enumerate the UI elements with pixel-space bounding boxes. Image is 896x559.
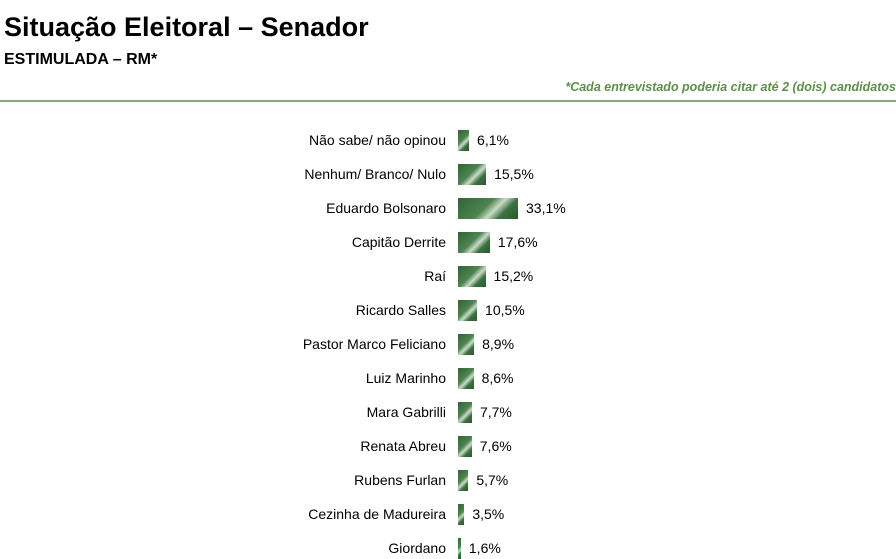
- value-label: 3,5%: [472, 506, 505, 522]
- category-label: Rubens Furlan: [354, 472, 446, 488]
- category-label: Luiz Marinho: [365, 370, 446, 386]
- value-label: 7,6%: [479, 438, 512, 454]
- value-label: 17,6%: [497, 234, 538, 250]
- category-label: Ricardo Salles: [355, 302, 446, 318]
- bar: [458, 197, 518, 219]
- category-label: Capitão Derrite: [351, 234, 446, 250]
- value-label: 15,2%: [493, 268, 534, 284]
- value-label: 6,1%: [477, 132, 509, 148]
- value-label: 5,7%: [476, 472, 509, 488]
- bar: [458, 129, 470, 151]
- value-label: 7,7%: [479, 404, 512, 420]
- value-label: 15,5%: [494, 166, 534, 182]
- header-divider: [0, 100, 896, 102]
- category-label: Mara Gabrilli: [366, 404, 446, 420]
- category-label: Nenhum/ Branco/ Nulo: [304, 166, 446, 182]
- bar: [458, 401, 472, 423]
- bar: [458, 163, 487, 185]
- bar: [458, 469, 469, 491]
- value-label: 10,5%: [485, 302, 525, 318]
- bar: [458, 265, 486, 287]
- category-label: Eduardo Bolsonaro: [326, 200, 446, 216]
- value-label: 1,6%: [468, 540, 501, 556]
- bar-chart: Não sabe/ não opinou 6,1% Nenhum/ Branco/ …: [0, 120, 896, 559]
- bar: [458, 537, 461, 559]
- bar: [458, 231, 490, 253]
- category-label: Raí: [424, 268, 446, 284]
- bar: [458, 299, 478, 321]
- category-label: Cezinha de Madureira: [308, 506, 446, 522]
- category-label: Não sabe/ não opinou: [309, 132, 446, 148]
- footnote-note: *Cada entrevistado poderia citar até 2 (…: [565, 80, 896, 94]
- bar: [458, 503, 465, 525]
- value-label: 8,6%: [481, 370, 514, 386]
- value-label: 8,9%: [482, 336, 515, 352]
- category-label: Giordano: [388, 540, 446, 556]
- page-title: Situação Eleitoral – Senador: [4, 12, 369, 42]
- bar: [458, 333, 475, 355]
- category-label: Pastor Marco Feliciano: [302, 336, 446, 352]
- bar: [458, 367, 474, 389]
- category-label: Renata Abreu: [360, 438, 446, 454]
- bar: [458, 435, 472, 457]
- page-subtitle: ESTIMULADA – RM*: [4, 51, 158, 68]
- value-label: 33,1%: [526, 200, 566, 216]
